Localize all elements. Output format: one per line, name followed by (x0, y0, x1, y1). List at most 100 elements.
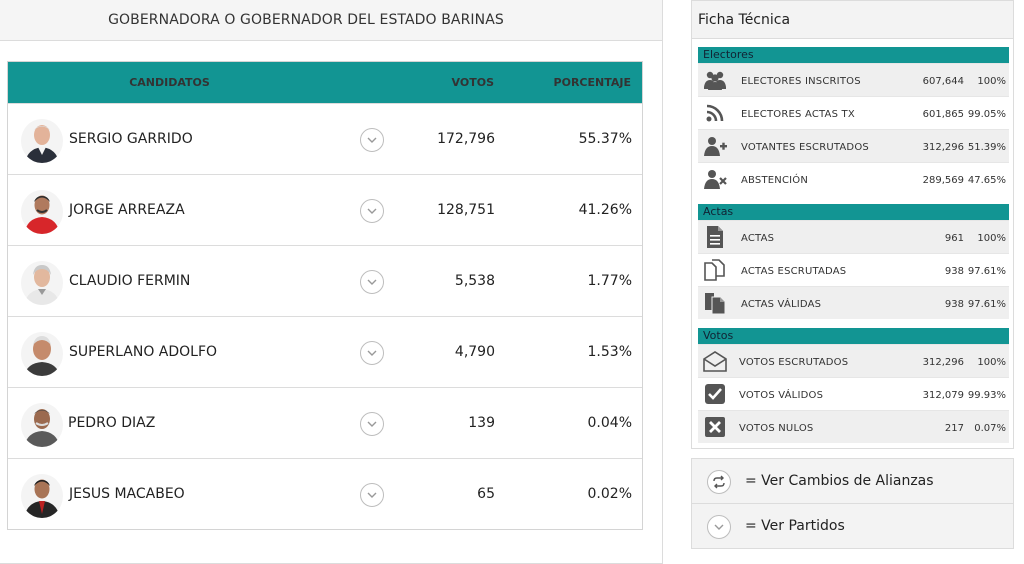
stat-percentage: 97.61% (967, 299, 1006, 310)
stat-value: 938 (944, 299, 964, 310)
chevron-down-icon (367, 421, 377, 427)
chevron-down-icon (367, 492, 377, 498)
stat-percentage: 47.65% (967, 175, 1006, 186)
ver-partidos-button[interactable]: = Ver Partidos (691, 503, 1014, 549)
stat-row: VOTOS NULOS 217 0.07% (698, 410, 1009, 443)
stat-value: 312,079 (922, 390, 964, 401)
expand-row-button[interactable] (360, 128, 384, 152)
results-table: CANDIDATOS VOTOS PORCENTAJE SERGIO GARRI… (7, 61, 643, 530)
stat-percentage: 99.05% (967, 109, 1006, 120)
section-title: Votos (698, 328, 1009, 344)
results-panel: GOBERNADORA O GOBERNADOR DEL ESTADO BARI… (0, 0, 663, 564)
stat-row: ABSTENCIÓN 289,569 47.65% (698, 162, 1009, 195)
chevron-down-icon (367, 279, 377, 285)
chevron-down-icon (367, 208, 377, 214)
candidate-percentage: 0.02% (587, 486, 632, 502)
copy-icon (702, 258, 728, 282)
column-header-porcentaje: PORCENTAJE (553, 76, 631, 89)
stat-label: ELECTORES ACTAS TX (741, 109, 855, 120)
ficha-tecnica-body: Electores ELECTORES INSCRITOS 607,644 10… (691, 39, 1014, 449)
candidate-name: CLAUDIO FERMIN (69, 273, 191, 289)
candidate-votes: 128,751 (437, 202, 495, 218)
stat-label: VOTOS VÁLIDOS (739, 390, 824, 401)
candidate-votes: 139 (468, 415, 495, 431)
checkbox-x-icon (702, 415, 728, 439)
section-title: Actas (698, 204, 1009, 220)
column-header-candidatos: CANDIDATOS (129, 76, 210, 89)
chevron-down-icon (367, 350, 377, 356)
stat-percentage: 97.61% (967, 266, 1006, 277)
stat-label: ABSTENCIÓN (741, 175, 809, 186)
table-row: CLAUDIO FERMIN 5,538 1.77% (8, 245, 642, 316)
chevron-down-icon (707, 515, 731, 539)
avatar (21, 403, 63, 447)
stat-value: 607,644 (922, 76, 964, 87)
stat-value: 289,569 (922, 175, 964, 186)
user-plus-icon (702, 134, 728, 158)
rss-icon (702, 101, 728, 125)
candidate-votes: 172,796 (437, 131, 495, 147)
users-group-icon (702, 68, 728, 92)
stat-percentage: 100% (977, 76, 1006, 87)
candidate-name: JORGE ARREAZA (69, 202, 185, 218)
stat-value: 938 (944, 266, 964, 277)
stat-label: ACTAS (741, 233, 775, 244)
column-header-votos: VOTOS (451, 76, 494, 89)
candidate-name: SERGIO GARRIDO (69, 131, 193, 147)
expand-row-button[interactable] (360, 341, 384, 365)
candidate-percentage: 55.37% (578, 131, 632, 147)
stat-value: 217 (944, 423, 964, 434)
document-icon (702, 225, 728, 249)
stat-value: 601,865 (922, 109, 964, 120)
stat-row: ELECTORES INSCRITOS 607,644 100% (698, 63, 1009, 96)
expand-row-button[interactable] (360, 199, 384, 223)
stat-label: ELECTORES INSCRITOS (741, 76, 861, 87)
stat-value: 312,296 (922, 357, 964, 368)
stat-row: VOTANTES ESCRUTADOS 312,296 51.39% (698, 129, 1009, 162)
ficha-tecnica-title: Ficha Técnica (691, 0, 1014, 39)
expand-row-button[interactable] (360, 270, 384, 294)
section-electores: Electores ELECTORES INSCRITOS 607,644 10… (698, 47, 1009, 195)
candidate-votes: 65 (477, 486, 495, 502)
stat-row: ACTAS ESCRUTADAS 938 97.61% (698, 253, 1009, 286)
section-title: Electores (698, 47, 1009, 63)
candidate-percentage: 0.04% (587, 415, 632, 431)
page-title: GOBERNADORA O GOBERNADOR DEL ESTADO BARI… (0, 0, 662, 41)
stat-value: 312,296 (922, 142, 964, 153)
checkbox-checked-icon (702, 382, 728, 406)
candidate-votes: 4,790 (454, 344, 495, 360)
ver-partidos-label: = Ver Partidos (745, 518, 845, 534)
avatar (21, 332, 63, 376)
ver-cambios-alianzas-button[interactable]: = Ver Cambios de Alianzas (691, 458, 1014, 504)
candidate-percentage: 1.53% (587, 344, 632, 360)
stat-row: ACTAS VÁLIDAS 938 97.61% (698, 286, 1009, 319)
stat-value: 961 (944, 233, 964, 244)
stat-label: VOTANTES ESCRUTADOS (741, 142, 869, 153)
expand-row-button[interactable] (360, 412, 384, 436)
chevron-down-icon (367, 137, 377, 143)
files-icon (702, 291, 728, 315)
swap-icon (707, 470, 731, 494)
candidate-percentage: 41.26% (578, 202, 632, 218)
expand-row-button[interactable] (360, 483, 384, 507)
stat-row: VOTOS VÁLIDOS 312,079 99.93% (698, 377, 1009, 410)
table-header: CANDIDATOS VOTOS PORCENTAJE (8, 62, 642, 103)
ficha-tecnica-panel: Ficha Técnica Electores ELECTORES INSCRI… (691, 0, 1014, 552)
stat-percentage: 99.93% (967, 390, 1006, 401)
stat-row: VOTOS ESCRUTADOS 312,296 100% (698, 344, 1009, 377)
stat-row: ACTAS 961 100% (698, 220, 1009, 253)
table-row: SUPERLANO ADOLFO 4,790 1.53% (8, 316, 642, 387)
stat-percentage: 0.07% (974, 423, 1006, 434)
envelope-open-icon (702, 349, 728, 373)
stat-percentage: 100% (977, 357, 1006, 368)
candidate-percentage: 1.77% (587, 273, 632, 289)
stat-label: ACTAS ESCRUTADAS (741, 266, 847, 277)
avatar (21, 119, 63, 163)
candidate-votes: 5,538 (454, 273, 495, 289)
avatar (21, 190, 63, 234)
avatar (21, 474, 63, 518)
table-row: JESUS MACABEO 65 0.02% (8, 458, 642, 529)
ver-cambios-alianzas-label: = Ver Cambios de Alianzas (745, 473, 934, 489)
stat-percentage: 100% (977, 233, 1006, 244)
stat-label: VOTOS NULOS (739, 423, 814, 434)
